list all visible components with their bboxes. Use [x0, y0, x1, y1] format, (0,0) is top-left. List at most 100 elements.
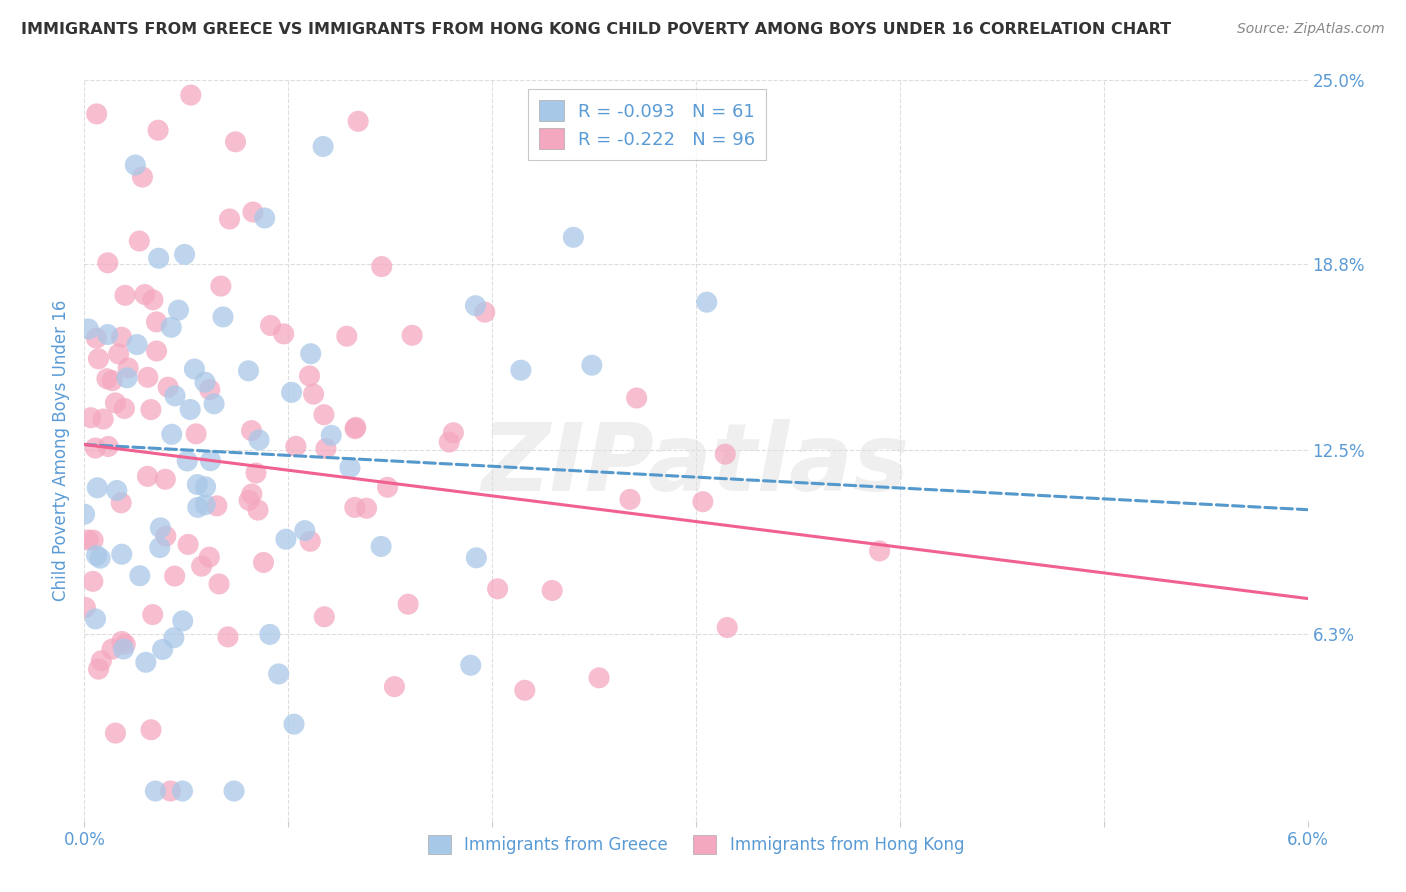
Point	[97, 327, 120, 342]
Point	[136, 370, 159, 384]
Point	[145, 315, 167, 329]
Point	[176, 454, 198, 468]
Point	[588, 671, 610, 685]
Point	[581, 358, 603, 372]
Point	[160, 427, 183, 442]
Point	[339, 460, 361, 475]
Point	[312, 139, 335, 153]
Point	[125, 337, 148, 351]
Point	[716, 620, 738, 634]
Point	[396, 597, 419, 611]
Point	[86, 331, 108, 345]
Point	[356, 501, 378, 516]
Point	[163, 389, 186, 403]
Point	[87, 351, 110, 366]
Point	[135, 655, 157, 669]
Point	[160, 320, 183, 334]
Point	[562, 230, 585, 244]
Point	[465, 550, 488, 565]
Point	[155, 472, 177, 486]
Point	[242, 205, 264, 219]
Point	[114, 637, 136, 651]
Point	[177, 537, 200, 551]
Text: IMMIGRANTS FROM GREECE VS IMMIGRANTS FROM HONG KONG CHILD POVERTY AMONG BOYS UND: IMMIGRANTS FROM GREECE VS IMMIGRANTS FRO…	[21, 22, 1171, 37]
Point	[155, 529, 177, 543]
Point	[187, 500, 209, 515]
Point	[86, 549, 108, 563]
Point	[377, 480, 399, 494]
Point	[370, 540, 392, 554]
Point	[194, 498, 217, 512]
Point	[460, 658, 482, 673]
Point	[172, 784, 194, 798]
Point	[343, 500, 366, 515]
Point	[97, 440, 120, 454]
Point	[238, 493, 260, 508]
Point	[101, 374, 124, 388]
Point	[114, 288, 136, 302]
Point	[240, 424, 263, 438]
Point	[384, 680, 406, 694]
Point	[202, 397, 225, 411]
Point	[107, 347, 129, 361]
Point	[105, 483, 128, 498]
Point	[73, 507, 96, 521]
Point	[163, 569, 186, 583]
Point	[208, 577, 231, 591]
Point	[194, 480, 217, 494]
Point	[314, 609, 336, 624]
Point	[139, 402, 162, 417]
Point	[104, 396, 127, 410]
Point	[146, 123, 169, 137]
Point	[347, 114, 370, 128]
Point	[97, 256, 120, 270]
Point	[714, 447, 737, 461]
Point	[148, 252, 170, 266]
Point	[110, 330, 132, 344]
Point	[139, 723, 162, 737]
Point	[149, 521, 172, 535]
Point	[315, 442, 337, 456]
Point	[509, 363, 531, 377]
Point	[200, 453, 222, 467]
Point	[112, 642, 135, 657]
Point	[267, 667, 290, 681]
Point	[117, 361, 139, 376]
Point	[240, 487, 263, 501]
Point	[159, 784, 181, 798]
Point	[283, 717, 305, 731]
Point	[183, 362, 205, 376]
Point	[82, 533, 104, 547]
Point	[252, 556, 274, 570]
Point	[77, 322, 100, 336]
Point	[225, 135, 247, 149]
Point	[124, 158, 146, 172]
Point	[115, 371, 138, 385]
Point	[142, 607, 165, 622]
Point	[186, 477, 208, 491]
Point	[110, 496, 132, 510]
Point	[91, 412, 114, 426]
Point	[90, 654, 112, 668]
Point	[89, 551, 111, 566]
Point	[157, 380, 180, 394]
Text: Source: ZipAtlas.com: Source: ZipAtlas.com	[1237, 22, 1385, 37]
Point	[626, 391, 648, 405]
Point	[145, 344, 167, 359]
Point	[212, 310, 235, 324]
Point	[441, 425, 464, 440]
Point	[259, 318, 281, 333]
Point	[280, 385, 302, 400]
Legend: Immigrants from Greece, Immigrants from Hong Kong: Immigrants from Greece, Immigrants from …	[420, 828, 972, 861]
Point	[112, 401, 135, 416]
Point	[619, 492, 641, 507]
Point	[486, 582, 509, 596]
Point	[198, 550, 221, 565]
Point	[370, 260, 392, 274]
Point	[284, 439, 307, 453]
Point	[205, 499, 228, 513]
Point	[259, 627, 281, 641]
Point	[696, 295, 718, 310]
Point	[172, 614, 194, 628]
Point	[321, 428, 343, 442]
